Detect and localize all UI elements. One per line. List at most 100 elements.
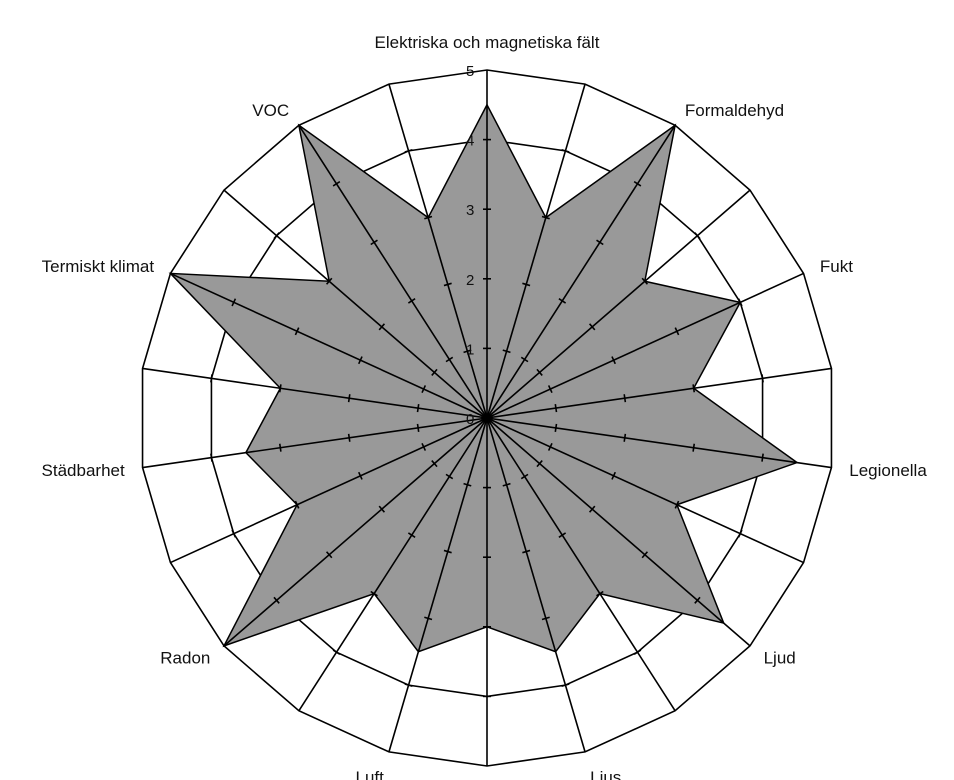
spoke-tick-16-2: [347, 433, 351, 442]
spoke-tick-3-2: [588, 323, 596, 331]
spoke-tick-3-3: [641, 277, 649, 285]
spoke-tick-6-4: [761, 453, 764, 462]
spoke-tick-4-2: [611, 356, 617, 365]
spoke-tick-15-3: [294, 500, 300, 509]
spoke-tick-17-2: [347, 394, 351, 403]
spoke-13: [298, 417, 488, 712]
spoke-tick-1-4: [561, 148, 570, 153]
spoke-tick-15-1: [421, 442, 427, 451]
spoke-10: [486, 417, 586, 753]
spoke-tick-6-3: [692, 443, 696, 452]
spoke-tick-18-1: [421, 385, 427, 394]
category-label-10: Ljus: [590, 768, 621, 780]
spoke-tick-12-1: [463, 482, 472, 487]
category-label-2: Formaldehyd: [685, 101, 784, 120]
spoke-tick-21-3: [424, 215, 433, 220]
category-label-0: Elektriska och magnetiska fält: [375, 33, 600, 52]
spoke-tick-17-3: [278, 384, 282, 393]
spoke-1: [486, 83, 586, 419]
spoke-3: [486, 189, 751, 419]
category-label-6: Legionella: [849, 461, 927, 480]
r-tick-label-4: 4: [466, 133, 474, 150]
spoke-19: [223, 189, 488, 419]
spoke-tick-7-1: [547, 442, 553, 451]
spoke-tick-4-1: [547, 385, 553, 394]
spoke-tick-3-4: [694, 232, 701, 240]
spoke-14: [223, 417, 488, 647]
spoke-tick-4-4: [737, 298, 743, 307]
spoke-tick-1-2: [522, 282, 531, 287]
r-tick-label-3: 3: [466, 202, 474, 219]
spoke-tick-13-4: [332, 649, 341, 656]
spoke-tick-18-4: [231, 298, 237, 307]
spoke-tick-21-4: [404, 148, 413, 153]
category-label-14: Radon: [160, 649, 210, 668]
spoke-tick-7-4: [737, 529, 743, 538]
spoke-tick-7-3: [674, 500, 680, 509]
spoke-tick-2-1: [520, 356, 529, 363]
spoke-tick-4-3: [674, 327, 680, 336]
r-tick-label-1: 1: [466, 341, 474, 358]
spoke-8: [486, 417, 751, 647]
spoke-tick-10-3: [541, 616, 550, 621]
spoke-tick-13-1: [445, 473, 454, 480]
spoke-tick-7-2: [611, 471, 617, 480]
spoke-tick-12-3: [424, 616, 433, 621]
spoke-tick-9-2: [558, 532, 567, 538]
spoke-2: [486, 124, 676, 419]
category-label-12: Luft: [356, 768, 385, 780]
spoke-tick-13-2: [407, 532, 416, 538]
spoke-tick-2-2: [558, 298, 567, 304]
spoke-6: [486, 417, 832, 469]
spoke-tick-9-3: [596, 590, 604, 597]
r-tick-label-5: 5: [466, 63, 474, 80]
spoke-tick-5-1: [554, 404, 558, 413]
spoke-tick-10-2: [522, 549, 531, 554]
spoke-tick-3-1: [536, 368, 543, 376]
spoke-tick-19-1: [431, 368, 438, 376]
spoke-tick-8-4: [694, 596, 701, 604]
spoke-tick-12-2: [443, 549, 452, 554]
radar-spokes: [142, 70, 832, 766]
spoke-tick-20-4: [332, 180, 341, 187]
spoke-5: [486, 367, 832, 419]
spoke-tick-5-4: [761, 374, 764, 383]
spoke-tick-14-4: [273, 596, 280, 604]
spoke-18: [170, 272, 488, 419]
spoke-tick-14-3: [325, 551, 333, 559]
spoke-tick-5-2: [623, 394, 627, 403]
spoke-7: [486, 417, 804, 564]
category-label-20: VOC: [252, 101, 289, 120]
spoke-tick-20-2: [407, 298, 416, 304]
spoke-12: [388, 417, 488, 753]
spoke-tick-16-3: [278, 443, 282, 452]
spoke-tick-19-3: [325, 277, 333, 285]
spoke-20: [298, 124, 488, 419]
spoke-tick-18-2: [357, 356, 363, 365]
spoke-tick-21-2: [443, 282, 452, 287]
spoke-tick-8-3: [641, 551, 649, 559]
spoke-tick-1-3: [541, 215, 550, 220]
radar-series: [168, 103, 799, 653]
spoke-tick-8-1: [536, 460, 543, 468]
r-tick-label-0: 0: [466, 411, 474, 428]
spoke-21: [388, 83, 488, 419]
spoke-tick-20-3: [370, 239, 378, 246]
spoke-tick-15-2: [357, 471, 363, 480]
spoke-15: [170, 417, 488, 564]
spoke-tick-12-4: [404, 683, 413, 688]
category-label-8: Ljud: [764, 649, 796, 668]
category-label-4: Fukt: [820, 257, 853, 276]
spoke-tick-19-4: [273, 232, 280, 240]
spoke-tick-17-4: [210, 374, 213, 383]
radar-r-ticks: 0 1 2 3 4 5: [466, 63, 474, 428]
category-label-16: Städbarhet: [42, 461, 125, 480]
spoke-tick-15-4: [231, 529, 237, 538]
spoke-tick-8-2: [588, 505, 596, 513]
spoke-tick-9-1: [520, 473, 529, 480]
spoke-tick-9-4: [633, 649, 642, 656]
spoke-tick-5-3: [692, 384, 696, 393]
spoke-tick-10-4: [561, 683, 570, 688]
spoke-9: [486, 417, 676, 712]
spoke-16: [142, 417, 488, 469]
